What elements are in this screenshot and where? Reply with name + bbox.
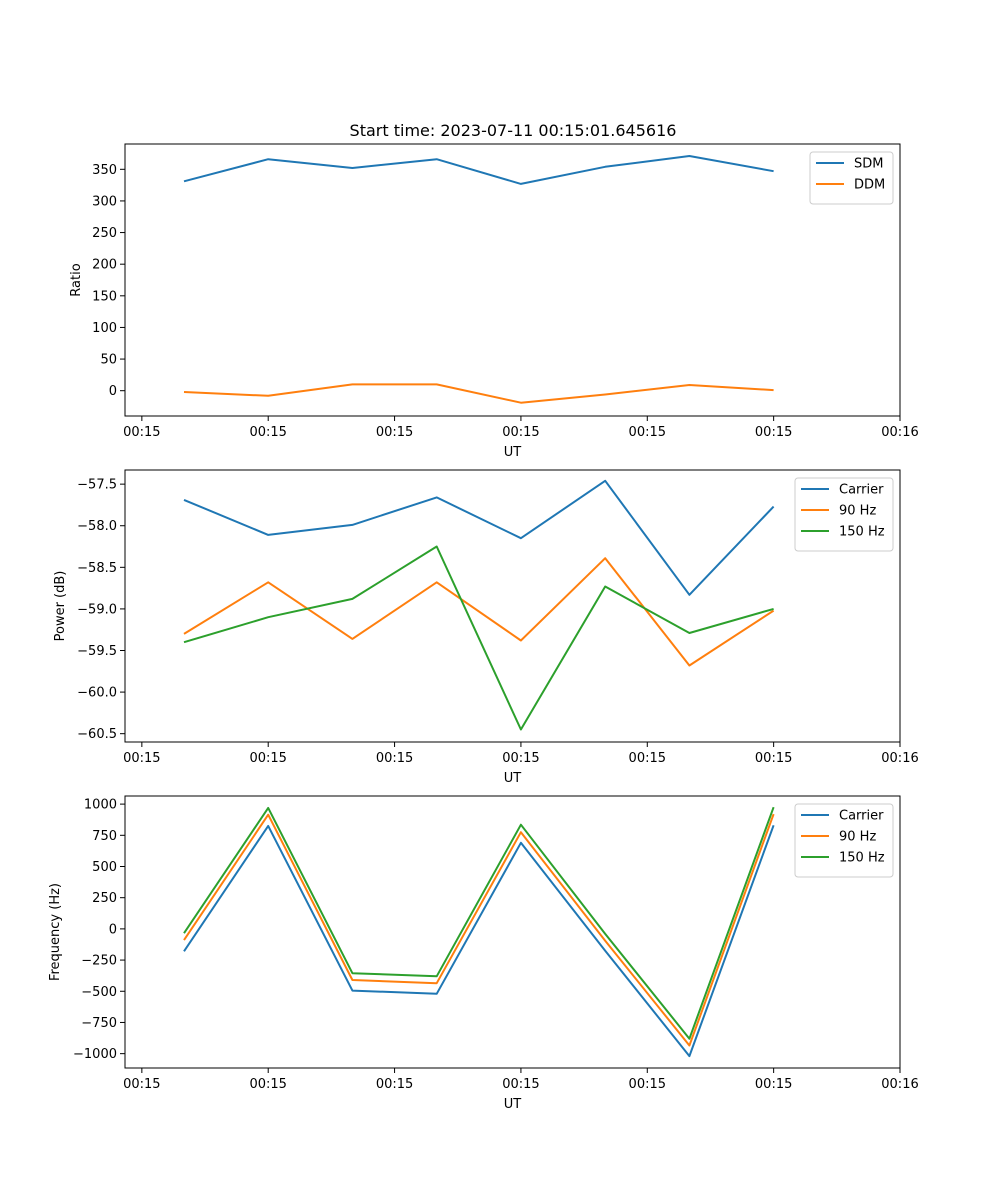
frequency-y-tick-label: −750 [81,1016,117,1031]
ratio-panel: 00:15 00:15 00:15 00:15 00:15 00:15 00:16 0 50 10… [69,143,919,460]
ratio-series-line-ddm [183,383,774,404]
ratio-legend-label: SDM [854,157,883,172]
frequency-legend-label: Carrier [839,809,884,824]
power-y-tick-label: −58.0 [77,519,117,534]
frequency-panel: 00:15 00:15 00:15 00:15 00:15 00:15 00:16 −1000… [48,795,919,1112]
power-x-tick-label: 00:15 [249,751,286,766]
ratio-x-tick-label: 00:15 [123,425,160,440]
frequency-y-tick-label: 0 [109,922,117,937]
frequency-x-tick-label: 00:15 [123,1077,160,1092]
power-series-line-150-hz [183,545,774,731]
frequency-y-tick-label: −500 [81,985,117,1000]
ratio-axes-frame [124,143,901,417]
frequency-x-tick-label: 00:15 [376,1077,413,1092]
frequency-x-tick-label: 00:15 [755,1077,792,1092]
ratio-series-line-sdm [183,155,774,185]
ratio-y-tick-label: 350 [92,163,117,178]
ratio-y-tick-label: 150 [92,289,117,304]
power-y-tick-label: −57.5 [77,478,117,493]
ratio-legend-box [809,151,894,205]
frequency-x-tick-label: 00:16 [881,1077,918,1092]
power-series-line-90-hz [183,557,775,667]
frequency-series-line-90-hz [183,813,775,1047]
power-y-tick-label: −59.5 [77,644,117,659]
frequency-series-line-150-hz [183,806,775,1040]
ratio-x-tick-label: 00:15 [376,425,413,440]
ratio-x-tick-label: 00:15 [755,425,792,440]
frequency-y-tick-label: −250 [81,954,117,969]
power-x-tick-label: 00:15 [123,751,160,766]
frequency-x-tick-label: 00:15 [502,1077,539,1092]
power-x-tick-label: 00:15 [755,751,792,766]
frequency-series-line-carrier [183,824,775,1058]
power-axes-frame [124,469,901,743]
ratio-x-tick-label: 00:15 [629,425,666,440]
ratio-x-tick-label: 00:15 [502,425,539,440]
figure-title: Start time: 2023-07-11 00:15:01.645616 [350,121,677,140]
frequency-legend-label: 150 Hz [839,851,885,866]
power-y-tick-label: −60.5 [77,727,117,742]
power-x-tick-label: 00:15 [376,751,413,766]
power-x-axis-label: UT [504,771,522,786]
frequency-y-axis-label: Frequency (Hz) [48,883,63,981]
ratio-x-tick-label: 00:15 [249,425,286,440]
frequency-y-tick-label: 1000 [84,798,117,813]
power-series-line-carrier [183,479,775,596]
power-legend-label: 150 Hz [839,525,885,540]
frequency-y-tick-label: 750 [92,829,117,844]
power-y-tick-label: −58.5 [77,561,117,576]
frequency-axes-frame [124,795,901,1069]
power-y-axis-label: Power (dB) [53,571,68,642]
frequency-legend-label: 90 Hz [839,830,876,845]
ratio-y-tick-label: 0 [109,384,117,399]
power-panel: 00:15 00:15 00:15 00:15 00:15 00:15 00:16 −60.5… [53,469,919,786]
power-legend-box [794,477,894,552]
frequency-y-tick-label: 250 [92,891,117,906]
frequency-legend-box [794,803,894,878]
ratio-y-axis-label: Ratio [69,263,84,296]
ratio-y-tick-label: 250 [92,226,117,241]
power-x-tick-label: 00:16 [881,751,918,766]
ratio-legend-label: DDM [854,178,885,193]
power-y-tick-label: −59.0 [77,602,117,617]
power-x-tick-label: 00:15 [502,751,539,766]
ratio-y-tick-label: 300 [92,194,117,209]
frequency-x-tick-label: 00:15 [249,1077,286,1092]
ratio-y-tick-label: 100 [92,321,117,336]
frequency-y-tick-label: 500 [92,860,117,875]
power-y-tick-label: −60.0 [77,686,117,701]
power-legend-label: Carrier [839,483,884,498]
ratio-y-tick-label: 50 [100,353,117,368]
power-x-tick-label: 00:15 [629,751,666,766]
ratio-x-tick-label: 00:16 [881,425,918,440]
frequency-x-axis-label: UT [504,1097,522,1112]
frequency-y-tick-label: −1000 [73,1047,117,1062]
ratio-x-axis-label: UT [504,445,522,460]
power-legend-label: 90 Hz [839,504,876,519]
frequency-x-tick-label: 00:15 [629,1077,666,1092]
ratio-y-tick-label: 200 [92,258,117,273]
